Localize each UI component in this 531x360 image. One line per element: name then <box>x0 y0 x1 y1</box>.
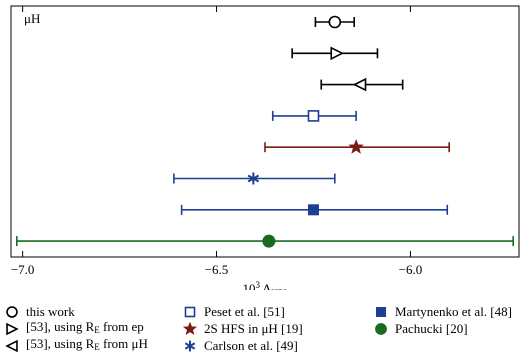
legend-label: this work <box>26 304 75 319</box>
data-point <box>328 15 342 29</box>
legend-label: 2S HFS in μH [19] <box>204 321 303 336</box>
legend-marker-shape <box>182 321 198 335</box>
legend-label: [53], using RE from μH <box>26 336 148 352</box>
data-point <box>307 204 319 216</box>
x-tick-label: −6.0 <box>399 262 423 277</box>
data-point <box>247 174 260 183</box>
data-point <box>348 139 364 154</box>
legend-marker-icon <box>4 305 20 319</box>
data-point <box>262 234 276 248</box>
series-row <box>271 110 357 122</box>
x-axis: −7.0 −6.5 −6.0 <box>11 6 422 277</box>
legend-marker-shape <box>184 341 196 350</box>
legend-marker-icon <box>373 322 389 336</box>
legend-marker-icon <box>373 305 389 319</box>
legend-marker-shape <box>184 306 196 317</box>
legend-item: Pachucki [20] <box>373 320 468 337</box>
legend-item: this work <box>4 303 75 320</box>
data-point <box>330 46 345 61</box>
series-group <box>16 15 514 248</box>
series-row <box>16 234 514 248</box>
plot-frame <box>10 5 520 258</box>
legend-marker-shape <box>376 306 386 317</box>
series-row <box>180 204 449 216</box>
legend-marker-shape <box>5 339 18 352</box>
legend-marker-icon <box>182 339 198 353</box>
series-row <box>320 77 404 92</box>
series-row <box>291 46 379 61</box>
legend-label: Peset et al. [51] <box>204 304 285 319</box>
annotation-label: μH <box>24 11 40 26</box>
x-tick-label: −6.5 <box>205 262 229 277</box>
legend-marker-shape <box>6 322 19 335</box>
legend-marker-icon <box>182 321 198 336</box>
legend-item: [53], using RE from ep <box>4 319 144 337</box>
legend-item: Peset et al. [51] <box>182 303 285 320</box>
legend-item: [53], using RE from μH <box>4 336 148 354</box>
legend: this work Peset et al. [51] Martynenko et … <box>0 286 531 360</box>
legend-marker-shape <box>375 322 387 335</box>
legend-item: Martynenko et al. [48] <box>373 303 512 320</box>
legend-label: [53], using RE from ep <box>26 319 144 335</box>
legend-label: Carlson et al. [49] <box>204 338 298 353</box>
series-row <box>173 172 336 185</box>
data-point <box>307 110 320 122</box>
legend-marker-icon <box>4 339 20 353</box>
series-row <box>264 139 450 154</box>
series-row <box>314 15 355 29</box>
chart: μH −7.0 −6.5 −6.0 103 ΔHFS <box>10 5 520 290</box>
legend-marker-icon <box>4 322 20 336</box>
legend-label: Martynenko et al. [48] <box>395 304 512 319</box>
legend-item: 2S HFS in μH [19] <box>182 320 303 337</box>
legend-label: Pachucki [20] <box>395 321 468 336</box>
data-point <box>352 77 367 92</box>
x-axis-label: 103 ΔHFS <box>243 280 288 290</box>
x-tick-label: −7.0 <box>11 262 35 277</box>
legend-item: Carlson et al. [49] <box>182 337 298 354</box>
legend-marker-shape <box>6 305 18 318</box>
legend-marker-icon <box>182 305 198 319</box>
